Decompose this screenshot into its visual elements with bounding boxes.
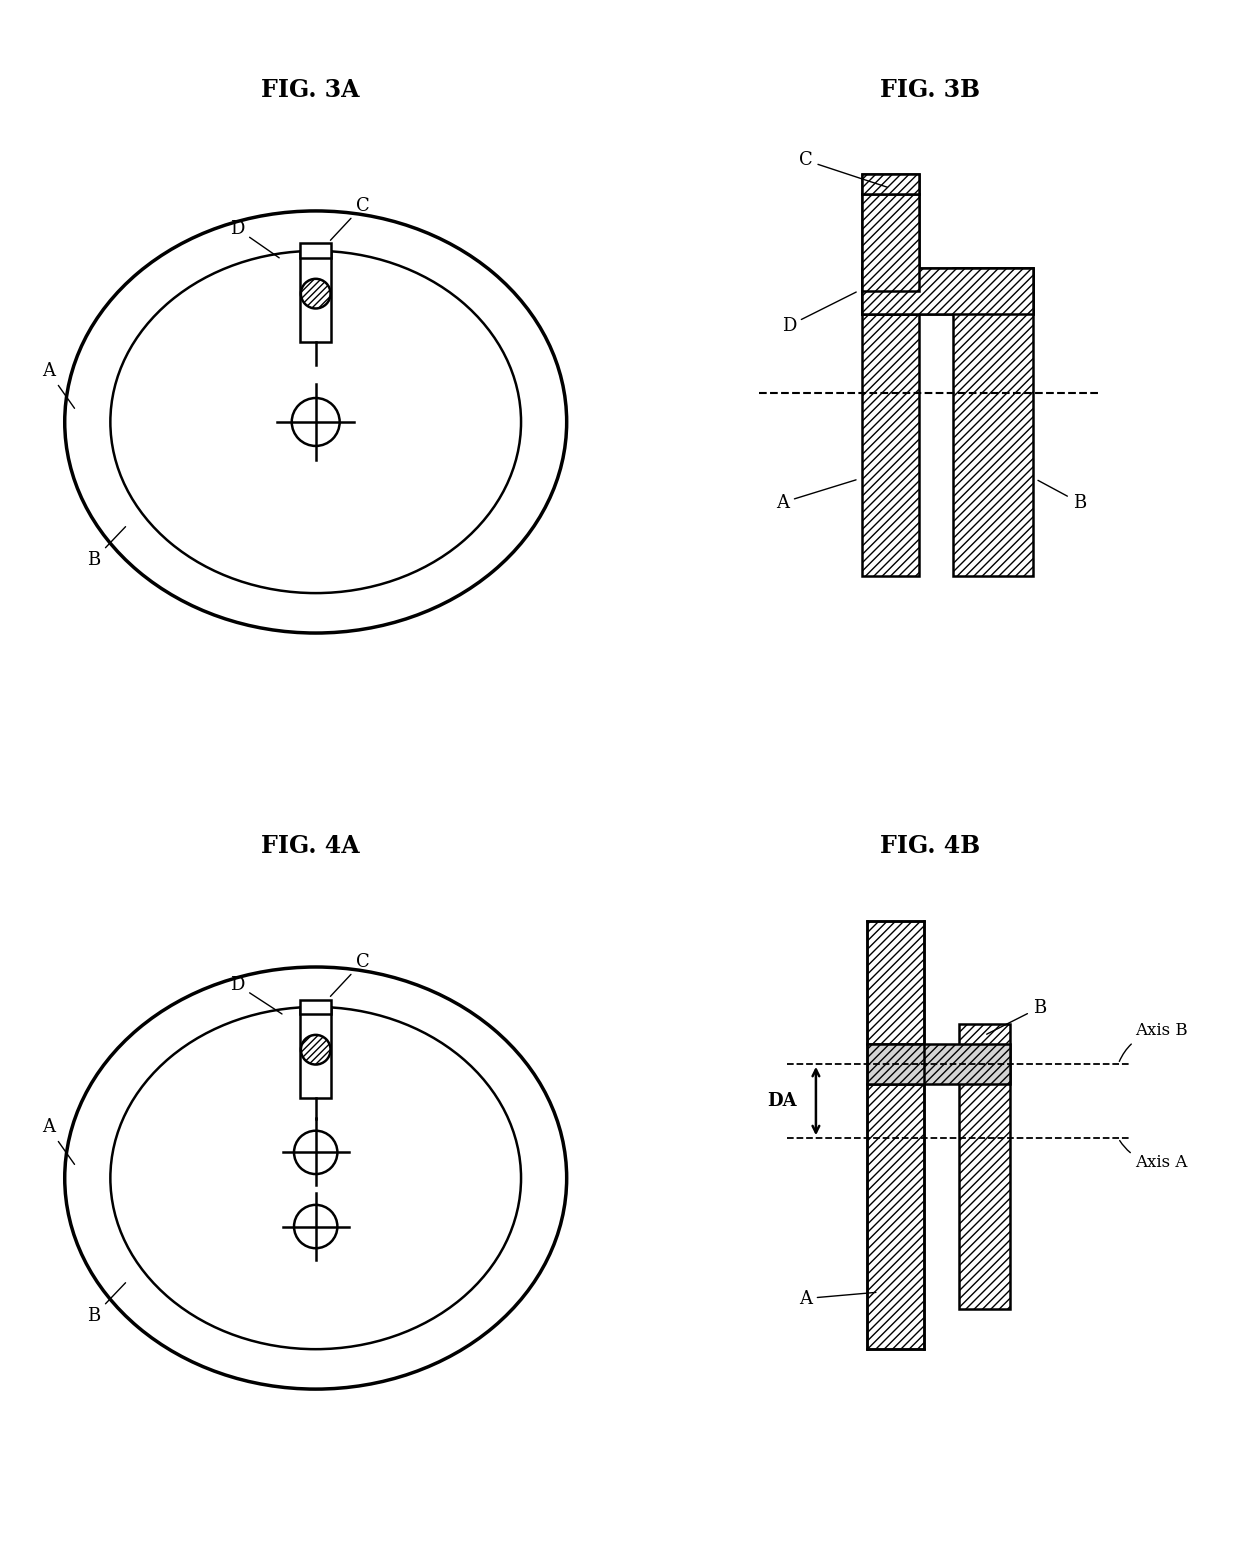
Bar xyxy=(862,268,1033,313)
Title: FIG. 3A: FIG. 3A xyxy=(260,79,360,102)
Text: Axis B: Axis B xyxy=(1120,1023,1188,1062)
Bar xyxy=(867,921,924,1045)
Bar xyxy=(300,1000,331,1014)
Title: FIG. 4B: FIG. 4B xyxy=(880,835,980,858)
Text: DA: DA xyxy=(766,1092,796,1109)
Text: C: C xyxy=(330,954,370,997)
Bar xyxy=(862,194,919,290)
Text: C: C xyxy=(799,151,888,187)
Text: A: A xyxy=(776,480,856,512)
Text: D: D xyxy=(231,975,281,1014)
Text: B: B xyxy=(987,998,1045,1034)
Text: A: A xyxy=(42,363,74,409)
Title: FIG. 3B: FIG. 3B xyxy=(880,79,980,102)
Bar xyxy=(952,268,1033,576)
Bar xyxy=(862,313,919,576)
Text: D: D xyxy=(231,219,279,258)
Text: B: B xyxy=(88,1282,125,1324)
Bar xyxy=(300,1008,331,1099)
Title: FIG. 4A: FIG. 4A xyxy=(260,835,360,858)
Text: B: B xyxy=(88,526,125,568)
Bar xyxy=(862,174,919,194)
Bar xyxy=(959,1025,1009,1310)
Circle shape xyxy=(301,279,331,309)
Bar xyxy=(862,268,1033,313)
Bar xyxy=(867,1045,1009,1083)
Bar xyxy=(862,194,919,290)
Text: B: B xyxy=(1038,480,1086,512)
Circle shape xyxy=(301,1035,331,1065)
Text: C: C xyxy=(330,198,370,241)
Bar xyxy=(870,1045,921,1083)
Bar xyxy=(862,174,919,194)
Text: A: A xyxy=(799,1290,875,1307)
Bar xyxy=(300,252,331,343)
Bar xyxy=(862,290,919,313)
Text: Axis A: Axis A xyxy=(1120,1140,1188,1171)
Text: D: D xyxy=(781,292,856,335)
Bar xyxy=(300,244,331,258)
Text: A: A xyxy=(42,1119,74,1165)
Bar xyxy=(867,1083,924,1349)
